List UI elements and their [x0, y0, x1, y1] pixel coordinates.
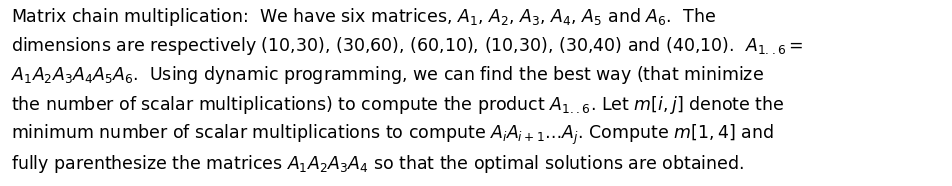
Text: fully parenthesize the matrices $A_1A_2A_3A_4$ so that the optimal solutions are: fully parenthesize the matrices $A_1A_2A… — [11, 153, 744, 174]
Text: minimum number of scalar multiplications to compute $A_iA_{i+1}\ldots A_j$. Comp: minimum number of scalar multiplications… — [11, 123, 774, 147]
Text: $A_1A_2A_3A_4A_5A_6$.  Using dynamic programming, we can find the best way (that: $A_1A_2A_3A_4A_5A_6$. Using dynamic prog… — [11, 64, 764, 86]
Text: the number of scalar multiplications) to compute the product $A_{1..6}$. Let $m[: the number of scalar multiplications) to… — [11, 94, 785, 116]
Text: Matrix chain multiplication:  We have six matrices, $A_1$, $A_2$, $A_3$, $A_4$, : Matrix chain multiplication: We have six… — [11, 6, 716, 28]
Text: dimensions are respectively (10,30), (30,60), (60,10), (10,30), (30,40) and (40,: dimensions are respectively (10,30), (30… — [11, 35, 804, 57]
